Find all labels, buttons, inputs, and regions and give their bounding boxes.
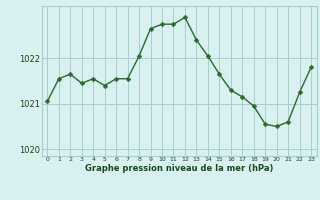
X-axis label: Graphe pression niveau de la mer (hPa): Graphe pression niveau de la mer (hPa): [85, 164, 273, 173]
